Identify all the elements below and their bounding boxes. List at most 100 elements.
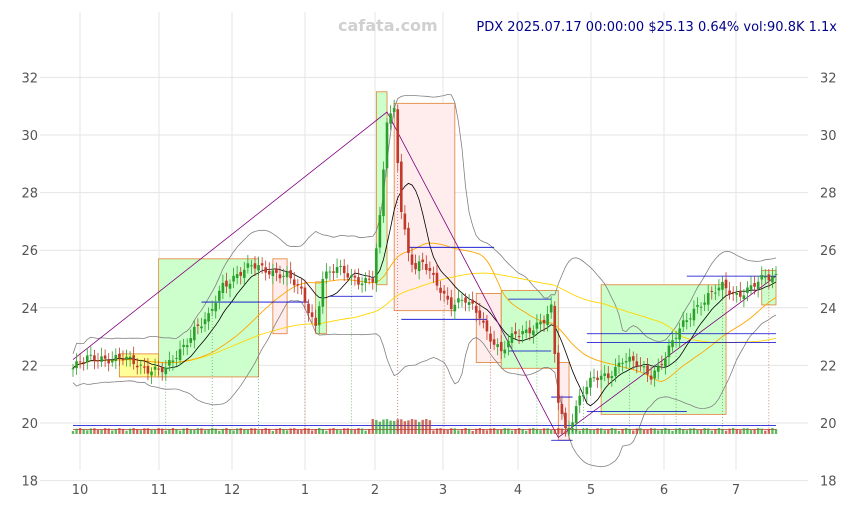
volume-bar [632,430,635,434]
volume-bar [382,419,385,434]
x-tick-label: 4 [514,483,522,498]
candle-body [742,295,746,300]
volume-bar [528,428,531,434]
candle-body [521,331,524,335]
volume-bar [489,428,492,434]
candle-body [664,358,667,367]
candle-body [164,367,168,375]
candle-body [285,271,289,278]
candle-body [528,327,532,334]
candle-body [203,319,207,325]
volume-bar [232,430,235,434]
volume-bar [507,428,510,434]
candle-body [678,328,681,340]
volume-bar [185,428,189,434]
volume-bar [731,428,735,434]
candle-body [503,349,507,354]
volume-bar [703,428,706,434]
volume-bar [121,428,125,434]
volume-bar [482,429,485,434]
volume-bar [514,429,517,434]
volume-bar [243,429,246,434]
y-tick-label: 22 [820,359,837,374]
volume-bar [621,428,624,434]
volume-bar [214,428,217,434]
y-tick-label: 20 [820,417,837,432]
volume-bar [278,428,282,434]
candle-body [396,109,400,164]
volume-bar [749,430,753,434]
x-axis: 10 11 12 1 2 3 4 5 6 7 [72,483,740,498]
volume-bar [75,428,78,434]
volume-bar [139,430,143,434]
volume-bar [674,428,678,434]
candle-body [321,279,325,307]
candle-body [482,320,485,323]
candle-body [146,365,150,374]
volume-bar [607,429,610,434]
volume-bar [614,428,617,434]
volume-bar [742,428,746,434]
range-box [375,91,388,286]
volume-bar [549,430,553,434]
candle-body [300,286,303,289]
volume-bar [617,430,621,434]
candle-body [499,341,503,352]
volume-bar [639,428,642,434]
volume-bar [714,429,717,434]
volume-bar [678,428,681,434]
candle-body [567,428,571,430]
volume-bar [164,430,167,434]
volume-bar [510,430,514,434]
volume-bar [228,429,232,434]
candle-body [328,271,332,273]
candle-body [721,281,724,290]
volume-bar [253,428,257,434]
candle-body [253,263,257,269]
volume-bar [268,428,271,434]
volume-bar [699,429,703,434]
volume-bar [560,428,564,434]
candle-body [442,290,446,294]
volume-bar [428,420,432,434]
candle-body [496,344,499,347]
candle-body [96,360,100,362]
range-box [600,284,727,415]
candle-body [235,274,239,278]
volume-bar [628,429,631,434]
candle-body [346,273,350,278]
volume-bar [756,428,760,434]
volume-bar [710,430,713,434]
x-tick-label: 11 [151,483,168,498]
candle-body [157,368,160,370]
candle-body [139,364,143,366]
volume-bar [111,430,114,434]
candle-body [674,337,678,339]
volume-bar [218,430,221,434]
volume-bar [553,429,556,434]
volume-bar [667,428,671,434]
volume-bar [603,430,606,434]
x-tick-label: 12 [224,483,241,498]
candle-body [628,356,631,362]
volume-bar [100,429,103,434]
volume-bar [717,428,721,434]
candle-body [489,333,492,342]
candle-body [656,365,660,372]
candle-body [746,287,749,294]
volume-bar [682,429,685,434]
candle-body [474,305,478,313]
volume-bar [260,429,264,434]
candle-body [335,267,339,273]
candle-body [350,275,353,278]
volume-bar [599,428,603,434]
candle-body [492,339,496,345]
volume-bar [353,429,357,434]
volume-bar [339,430,342,434]
candle-body [378,215,382,248]
volume-bar [767,428,771,434]
candle-body [532,330,535,336]
volume-bar [203,430,207,434]
y-tick-label: 28 [820,187,837,202]
candle-body [307,303,310,314]
